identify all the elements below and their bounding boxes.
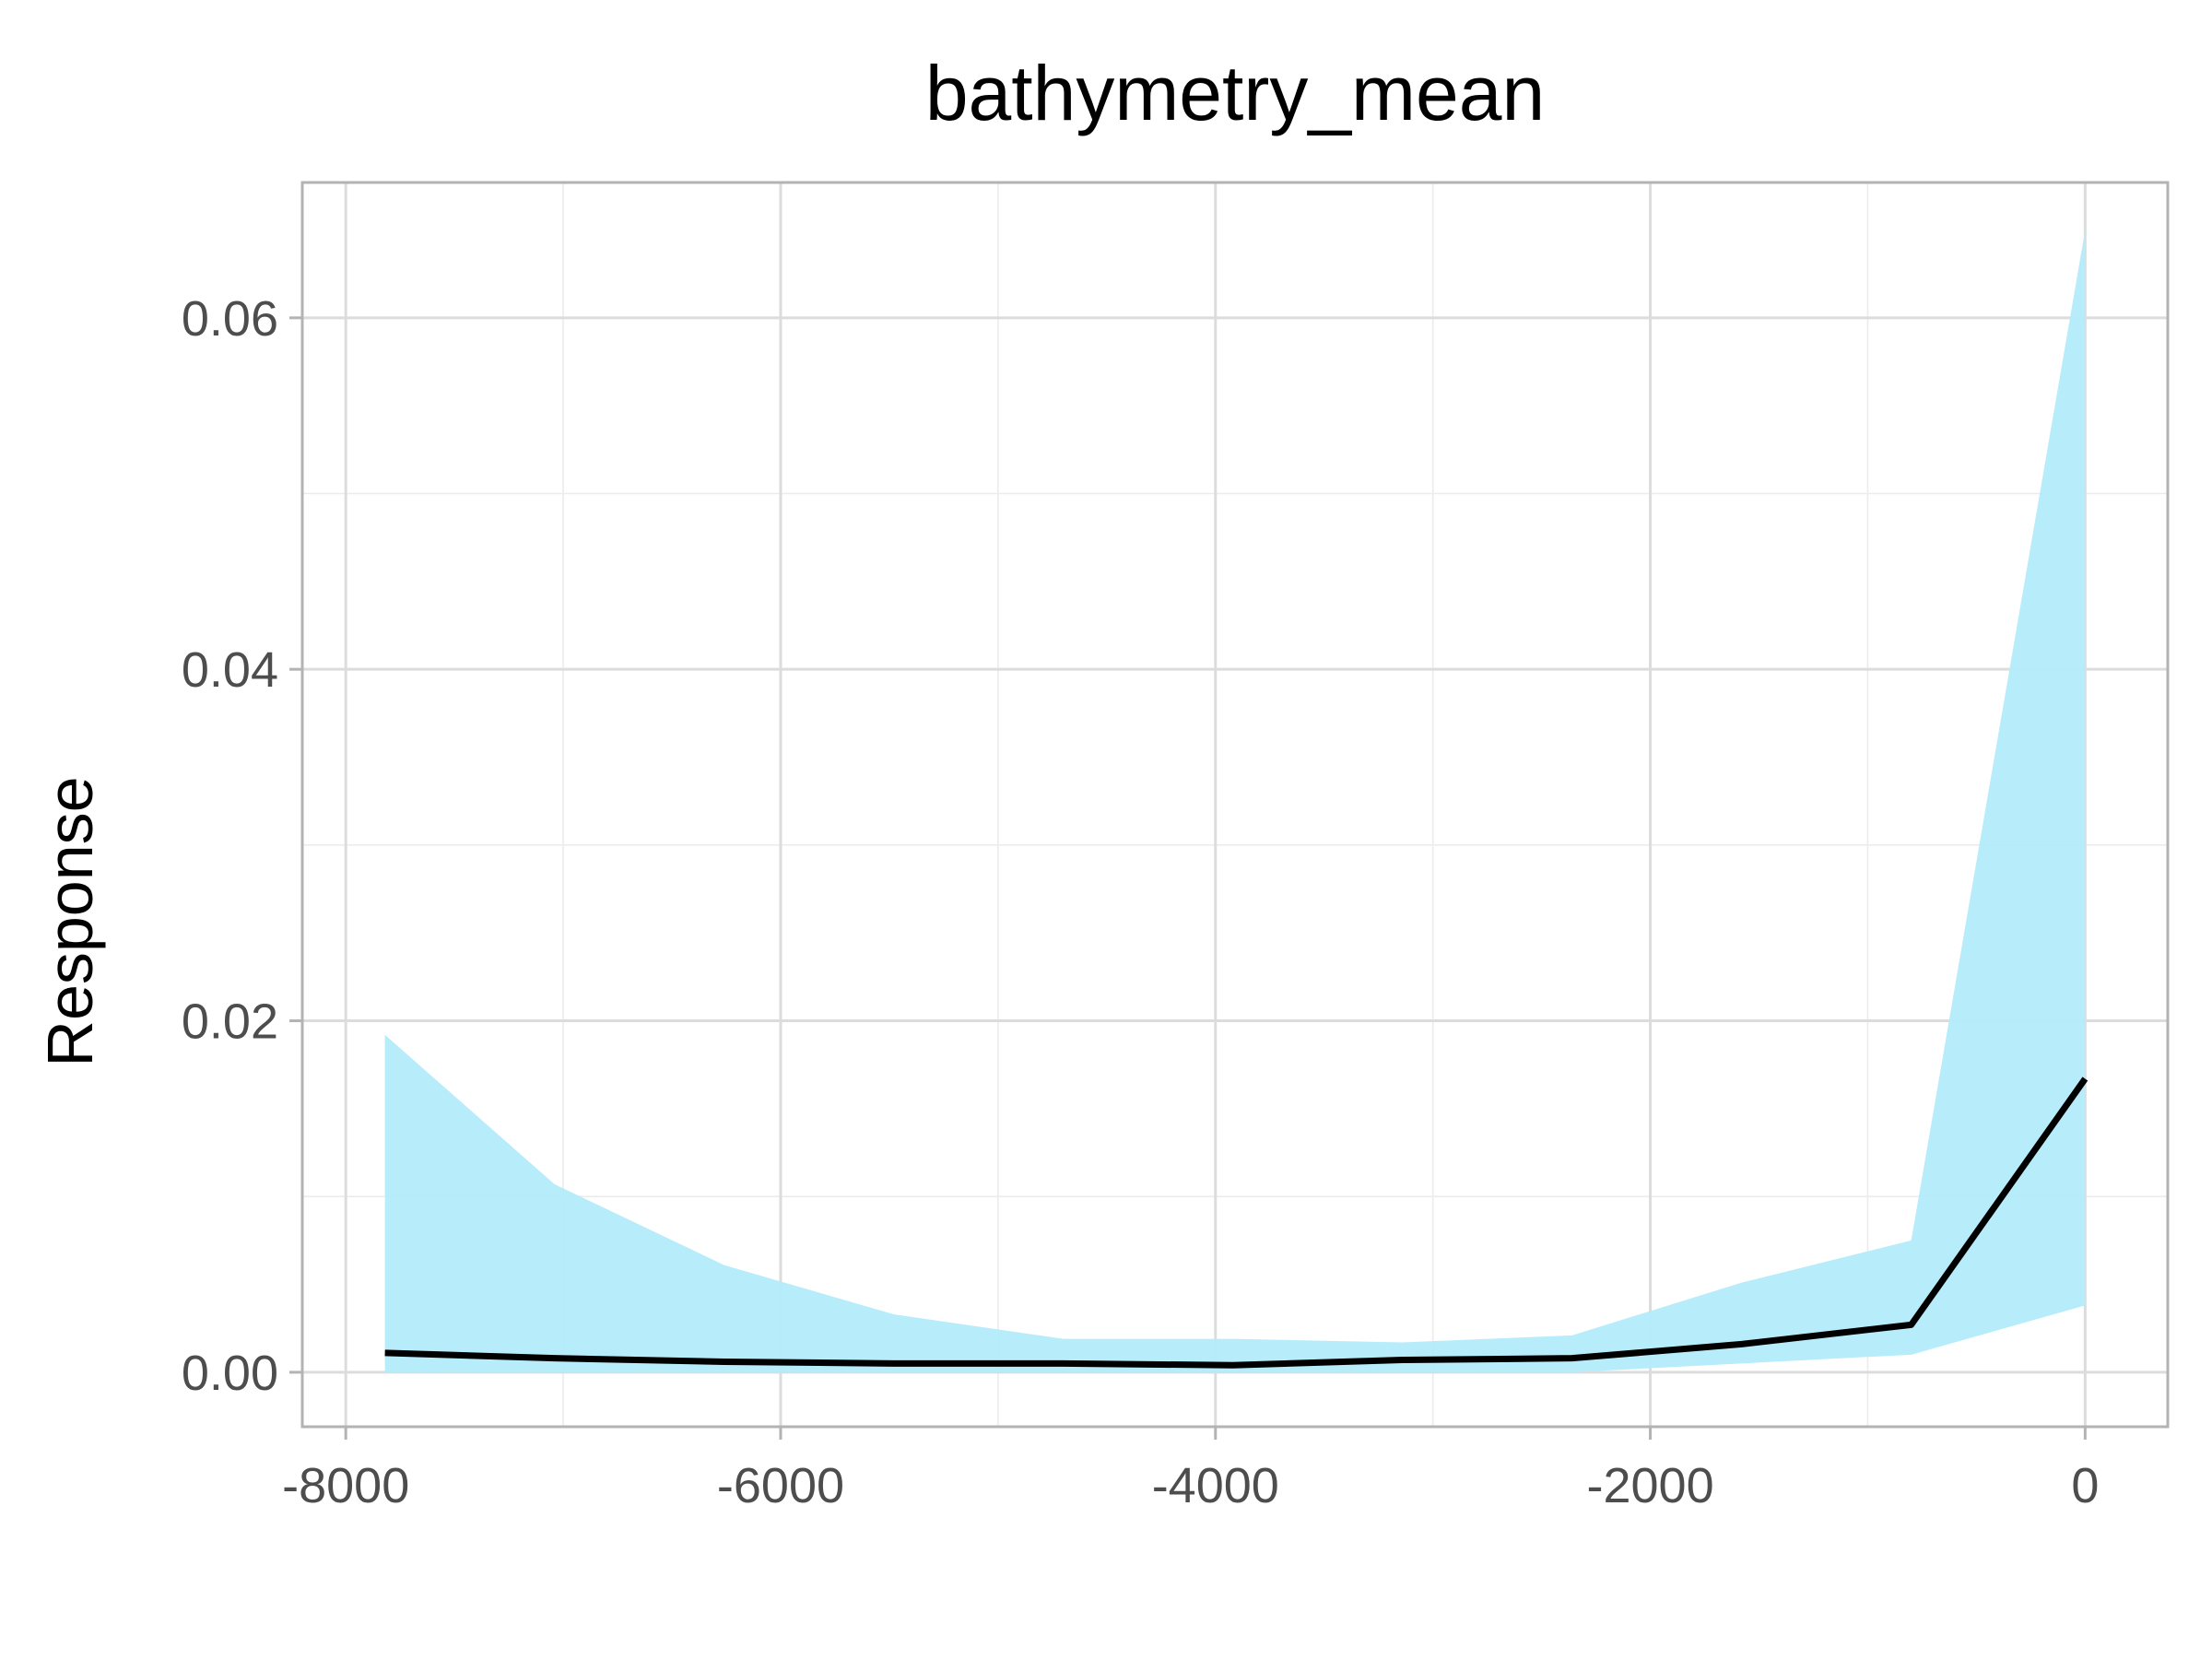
x-tick-label: -6000 bbox=[717, 1458, 844, 1513]
x-tick-label: -4000 bbox=[1152, 1458, 1279, 1513]
x-tick-label: -2000 bbox=[1587, 1458, 1714, 1513]
response-line bbox=[384, 1077, 2088, 1369]
x-tick-label: 0 bbox=[2071, 1458, 2099, 1513]
confidence-ribbon bbox=[384, 229, 2086, 1372]
x-tick-label: -8000 bbox=[282, 1458, 409, 1513]
axis-ticks: -8000 -6000 -4000 -2000 0 0.00 0.02 0.04 0.06 bbox=[182, 291, 2099, 1513]
y-tick-label: 0.00 bbox=[182, 1346, 278, 1401]
panel-border bbox=[300, 181, 2170, 1429]
y-tick-label: 0.04 bbox=[182, 642, 278, 698]
plot-area bbox=[384, 229, 2088, 1372]
y-tick-label: 0.02 bbox=[182, 994, 278, 1050]
y-axis-label: Response bbox=[34, 776, 106, 1066]
chart-title: bathymetry_mean bbox=[925, 50, 1545, 136]
y-tick-label: 0.06 bbox=[182, 291, 278, 347]
